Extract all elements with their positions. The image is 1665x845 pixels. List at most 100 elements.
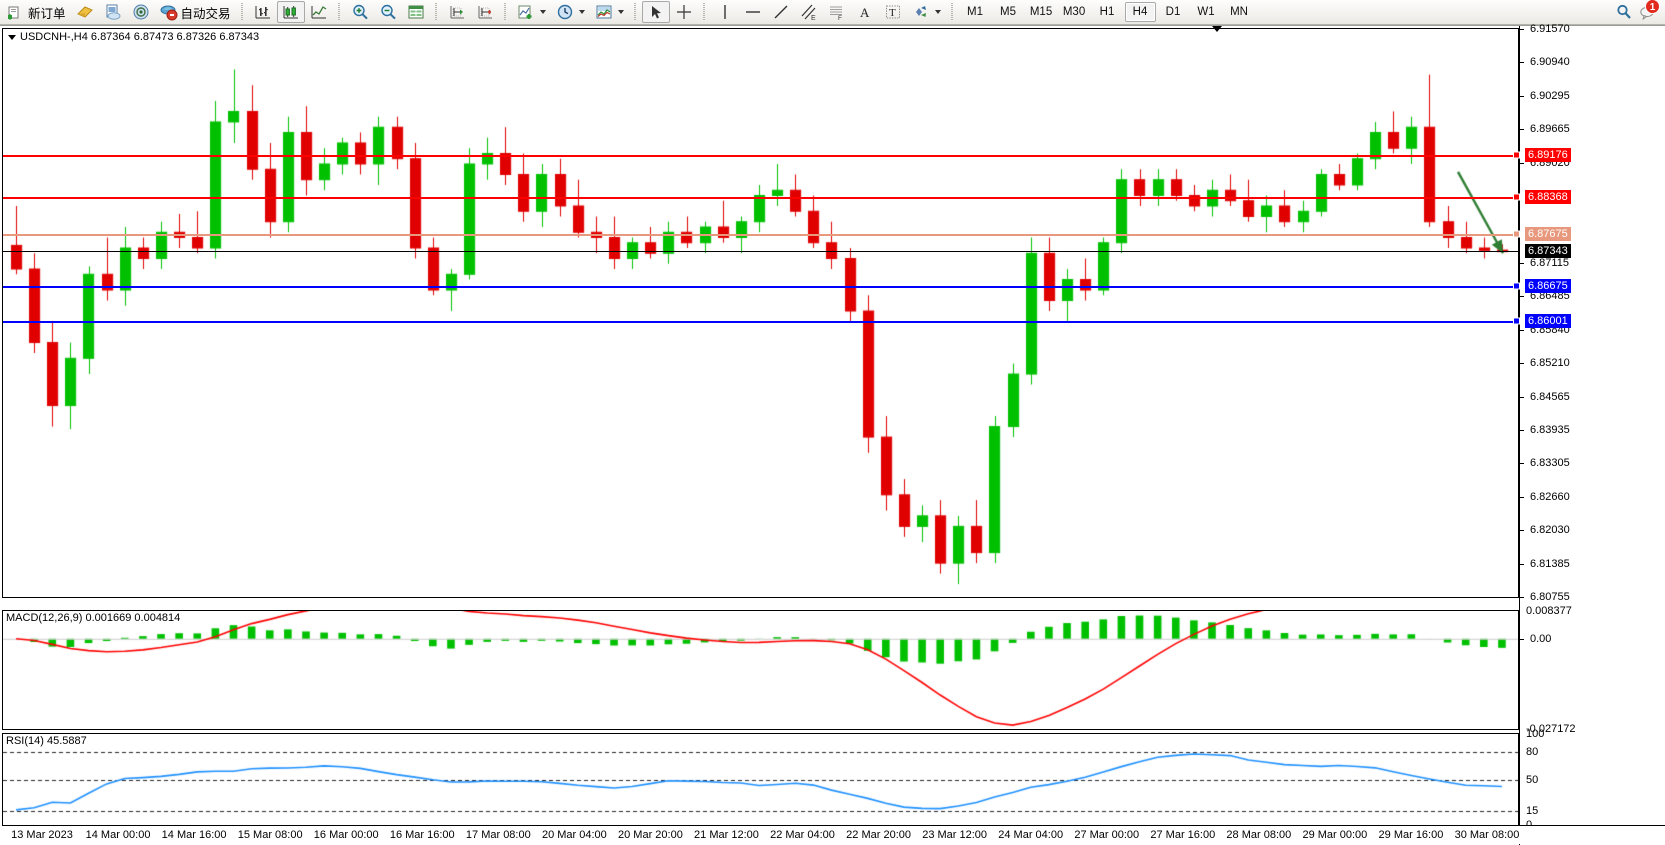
svg-text:T: T xyxy=(889,7,896,19)
shapes-tool[interactable] xyxy=(907,1,946,23)
resistance-line-1-tag[interactable]: 6.89176 xyxy=(1525,147,1571,162)
current-price-line[interactable] xyxy=(3,251,1519,252)
price-axis[interactable]: 6.91570 6.90940 6.90295 6.89665 6.89020 6.871… xyxy=(1519,23,1665,845)
resistance-line-3-tag[interactable]: 6.87675 xyxy=(1525,226,1571,241)
timeframe-d1[interactable]: D1 xyxy=(1165,6,1181,18)
price-tick xyxy=(1520,429,1524,431)
resistance-line-2[interactable] xyxy=(3,197,1519,200)
data-window-button[interactable] xyxy=(99,1,127,23)
yellow-book-icon xyxy=(76,3,94,21)
bar-chart-button[interactable] xyxy=(249,1,277,23)
symbol-ohlc-text: USDCNH-,H4 6.87364 6.87473 6.87326 6.873… xyxy=(20,31,260,43)
resistance-line-2-handle[interactable] xyxy=(1513,193,1520,201)
resistance-line-1-handle[interactable] xyxy=(1513,151,1520,159)
price-tick-label: 6.85210 xyxy=(1530,357,1570,370)
resistance-line-2-tag[interactable]: 6.88368 xyxy=(1525,190,1571,205)
rsi-canvas[interactable] xyxy=(3,734,1518,825)
macd-canvas[interactable] xyxy=(3,611,1518,729)
templates-button[interactable] xyxy=(590,1,629,23)
candlestick-chart-button[interactable] xyxy=(276,1,305,23)
add-indicator-button[interactable] xyxy=(512,1,551,23)
line-chart-button[interactable] xyxy=(305,1,333,23)
chevron-down-icon[interactable] xyxy=(617,10,624,14)
equidistant-channel-tool[interactable]: E xyxy=(795,1,823,23)
resistance-line-1[interactable] xyxy=(3,154,1519,157)
timeframe-w1[interactable]: W1 xyxy=(1197,6,1215,18)
new-order-button[interactable]: 新订单 xyxy=(2,1,71,23)
support-line-1-tag[interactable]: 6.86675 xyxy=(1525,279,1571,294)
text-a-icon: A xyxy=(856,3,874,21)
toolbar-separator xyxy=(631,3,639,21)
period-separator-button[interactable] xyxy=(551,1,590,23)
timeframe-m30[interactable]: M30 xyxy=(1062,6,1086,18)
auto-trading-button[interactable]: 自动交易 xyxy=(155,1,236,23)
svg-text:A: A xyxy=(860,5,870,20)
toolbar-separator xyxy=(238,3,246,21)
resistance-line-3[interactable] xyxy=(3,233,1519,236)
timeframe-m15[interactable]: M15 xyxy=(1029,6,1053,18)
svg-text:E: E xyxy=(811,15,816,21)
crosshair-tool[interactable] xyxy=(670,1,698,23)
toolbar-separator xyxy=(501,3,509,21)
resistance-line-3-handle[interactable] xyxy=(1513,230,1520,238)
price-tick xyxy=(1520,329,1524,331)
support-line-2-tag[interactable]: 6.86001 xyxy=(1525,314,1571,329)
toolbar-separator xyxy=(335,3,343,21)
vertical-line-tool[interactable] xyxy=(711,1,739,23)
chevron-down-icon[interactable] xyxy=(539,10,546,14)
notifications-icon[interactable]: 1 xyxy=(1639,0,1660,21)
price-tick xyxy=(1520,296,1524,298)
bar-chart-icon xyxy=(254,3,272,21)
chevron-down-icon[interactable] xyxy=(578,10,585,14)
expert-advisor-button[interactable] xyxy=(71,1,99,23)
price-candles-canvas[interactable] xyxy=(3,29,1518,597)
timeframe-m1[interactable]: M1 xyxy=(967,6,984,18)
cursor-tool[interactable] xyxy=(641,1,670,23)
price-tick xyxy=(1520,463,1524,465)
time-axis[interactable]: 13 Mar 2023 14 Mar 00:00 14 Mar 16:00 15 Ma… xyxy=(2,825,1665,844)
fibonacci-tool[interactable]: F xyxy=(823,1,851,23)
support-line-1-handle[interactable] xyxy=(1513,282,1520,290)
zoom-out-button[interactable] xyxy=(374,1,402,23)
time-tick-label: 17 Mar 08:00 xyxy=(465,829,531,841)
timeframe-m5[interactable]: M5 xyxy=(1000,6,1017,18)
support-line-2[interactable] xyxy=(3,321,1519,324)
text-tool[interactable]: A xyxy=(851,1,879,23)
rsi-pane[interactable] xyxy=(2,733,1519,826)
tile-windows-icon xyxy=(407,3,425,21)
price-tick xyxy=(1520,129,1524,131)
notification-count: 1 xyxy=(1645,0,1660,14)
zoom-in-button[interactable] xyxy=(346,1,374,23)
trendline-tool[interactable] xyxy=(767,1,795,23)
price-tick-label: 6.80755 xyxy=(1530,591,1570,603)
time-tick-label: 27 Mar 16:00 xyxy=(1150,829,1216,841)
auto-scroll-button[interactable] xyxy=(443,1,471,23)
support-line-1[interactable] xyxy=(3,286,1519,289)
auto-trading-icon xyxy=(160,3,178,21)
timeframe-mn[interactable]: MN xyxy=(1230,6,1248,18)
current-price-line-tag[interactable]: 6.87343 xyxy=(1525,244,1571,258)
macd-pane[interactable] xyxy=(2,610,1519,730)
time-tick-label: 14 Mar 00:00 xyxy=(85,829,151,841)
main-toolbar: 新订单 xyxy=(0,0,1665,25)
timeframe-group: M1 M5 M15 M30 H1 H4 D1 W1 MN xyxy=(959,2,1256,22)
shapes-icon xyxy=(912,3,930,21)
time-tick-label: 28 Mar 08:00 xyxy=(1226,829,1292,841)
price-tick xyxy=(1520,162,1524,164)
chevron-down-icon[interactable] xyxy=(934,10,941,14)
timeframe-h4[interactable]: H4 xyxy=(1124,2,1156,22)
signals-button[interactable] xyxy=(127,1,155,23)
price-pane[interactable] xyxy=(2,28,1519,598)
chart-collapse-arrow[interactable] xyxy=(8,35,16,40)
tile-windows-button[interactable] xyxy=(402,1,430,23)
support-line-2-handle[interactable] xyxy=(1513,317,1520,325)
time-tick-label: 16 Mar 16:00 xyxy=(389,829,455,841)
search-icon[interactable] xyxy=(1615,3,1633,21)
auto-scroll-icon xyxy=(448,3,466,21)
text-label-tool[interactable]: T xyxy=(879,1,907,23)
timeframe-h1[interactable]: H1 xyxy=(1099,6,1115,18)
new-order-label: 新订单 xyxy=(28,6,66,21)
chart-top-marker xyxy=(1212,26,1222,32)
chart-shift-button[interactable] xyxy=(471,1,499,23)
horizontal-line-tool[interactable] xyxy=(739,1,767,23)
